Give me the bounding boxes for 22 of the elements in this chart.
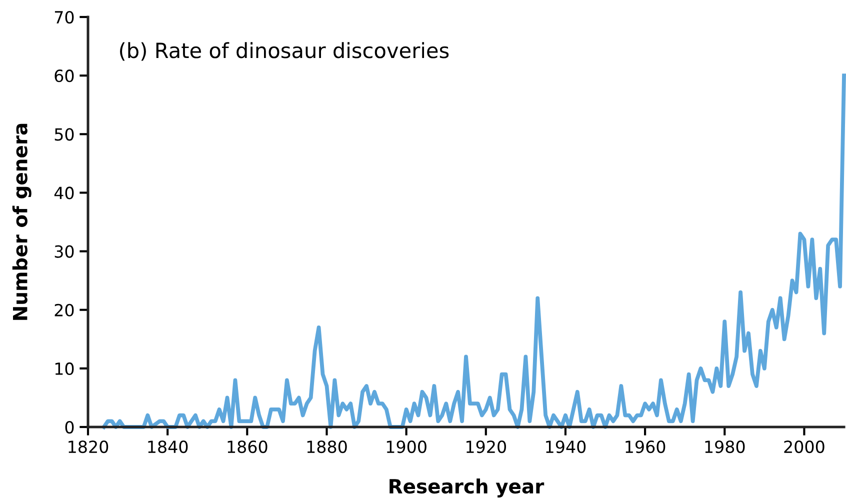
x-tick-label: 1840 xyxy=(148,440,188,454)
y-tick-label: 0 xyxy=(65,420,74,434)
y-tick-label: 40 xyxy=(54,186,74,200)
x-tick-label: 1980 xyxy=(705,440,745,454)
x-tick-label: 1860 xyxy=(228,440,268,454)
x-tick-label: 1820 xyxy=(68,440,108,454)
y-tick-label: 50 xyxy=(54,128,74,141)
x-tick-label: 1880 xyxy=(307,440,347,454)
y-tick-label: 60 xyxy=(54,70,74,82)
x-tick-label: 1960 xyxy=(626,440,666,454)
y-tick-label: 20 xyxy=(54,304,74,316)
x-axis-title: Research year xyxy=(390,478,544,498)
line-series xyxy=(102,74,846,429)
text: (b) Rate of dinosaur discoveries xyxy=(120,42,449,61)
y-axis-title: Number of genera xyxy=(12,124,32,320)
x-tick-label: 2000 xyxy=(784,440,824,454)
y-tick-label: 70 xyxy=(54,10,74,24)
x-tick-label: 1940 xyxy=(546,440,586,454)
y-tick-label: 10 xyxy=(55,362,74,375)
x-tick-label: 1900 xyxy=(386,440,426,454)
y-tick-label: 30 xyxy=(54,245,74,258)
x-tick-label: 1920 xyxy=(466,440,506,454)
